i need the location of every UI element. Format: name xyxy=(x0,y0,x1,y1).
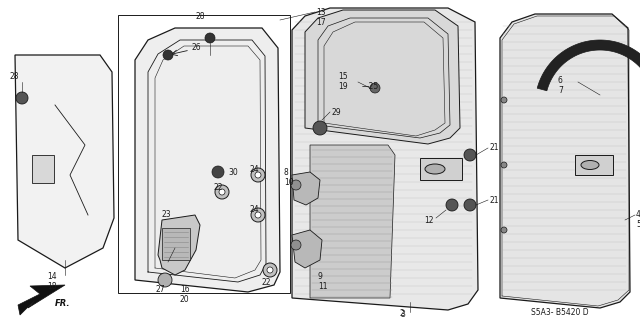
Circle shape xyxy=(215,185,229,199)
Circle shape xyxy=(255,172,261,178)
Circle shape xyxy=(464,199,476,211)
Text: 22: 22 xyxy=(262,278,271,287)
Circle shape xyxy=(464,149,476,161)
Circle shape xyxy=(212,166,224,178)
Circle shape xyxy=(205,33,215,43)
Bar xyxy=(575,155,613,175)
Text: 23: 23 xyxy=(162,210,172,219)
Text: 2: 2 xyxy=(400,309,404,318)
Polygon shape xyxy=(305,10,460,144)
Text: 10: 10 xyxy=(284,178,294,187)
Circle shape xyxy=(251,208,265,222)
Text: 26: 26 xyxy=(192,43,202,52)
Circle shape xyxy=(313,121,327,135)
Text: 7: 7 xyxy=(558,86,563,95)
Text: 28: 28 xyxy=(195,12,205,21)
Text: FR.: FR. xyxy=(55,299,70,308)
Text: 17: 17 xyxy=(316,18,326,27)
Circle shape xyxy=(267,267,273,273)
Bar xyxy=(32,155,54,183)
Text: 21: 21 xyxy=(490,196,499,205)
Text: —25: —25 xyxy=(362,82,380,91)
Bar xyxy=(420,158,462,180)
Text: 13: 13 xyxy=(316,8,326,17)
Circle shape xyxy=(446,199,458,211)
Polygon shape xyxy=(500,14,630,308)
Circle shape xyxy=(163,50,173,60)
Circle shape xyxy=(251,168,265,182)
Text: 24: 24 xyxy=(250,165,260,174)
Text: 19: 19 xyxy=(338,82,348,91)
Polygon shape xyxy=(158,215,200,275)
Text: 4: 4 xyxy=(636,210,640,219)
Circle shape xyxy=(291,240,301,250)
Text: 30: 30 xyxy=(228,168,237,177)
Text: 11: 11 xyxy=(318,282,328,291)
Ellipse shape xyxy=(581,160,599,169)
Polygon shape xyxy=(135,28,280,292)
Text: 16: 16 xyxy=(180,285,189,294)
Text: 27: 27 xyxy=(155,285,164,294)
Text: 29: 29 xyxy=(332,108,342,117)
Circle shape xyxy=(263,263,277,277)
Text: 20: 20 xyxy=(180,295,189,304)
Circle shape xyxy=(255,212,261,218)
Bar xyxy=(118,15,290,293)
Circle shape xyxy=(501,97,507,103)
Polygon shape xyxy=(292,230,322,268)
Polygon shape xyxy=(310,145,395,298)
Text: 8: 8 xyxy=(284,168,289,177)
Polygon shape xyxy=(292,8,478,310)
Text: 14: 14 xyxy=(47,272,57,281)
Circle shape xyxy=(370,83,380,93)
Polygon shape xyxy=(537,40,640,91)
Text: S5A3- B5420 D: S5A3- B5420 D xyxy=(531,308,589,317)
Circle shape xyxy=(16,92,28,104)
Polygon shape xyxy=(292,172,320,205)
Circle shape xyxy=(158,273,172,287)
Text: 18: 18 xyxy=(47,282,57,291)
Bar xyxy=(162,228,190,260)
Text: 24: 24 xyxy=(250,205,260,214)
Ellipse shape xyxy=(425,164,445,174)
Polygon shape xyxy=(15,55,114,268)
Text: 9: 9 xyxy=(318,272,323,281)
Circle shape xyxy=(291,180,301,190)
Circle shape xyxy=(219,189,225,195)
Text: 12: 12 xyxy=(424,216,433,225)
Circle shape xyxy=(501,162,507,168)
Text: 5: 5 xyxy=(636,220,640,229)
Text: 28: 28 xyxy=(10,72,19,81)
Polygon shape xyxy=(18,285,65,315)
Text: 3: 3 xyxy=(400,310,405,319)
Text: 6: 6 xyxy=(558,76,563,85)
Text: 21: 21 xyxy=(490,143,499,152)
Text: 22: 22 xyxy=(214,183,223,192)
Text: 15: 15 xyxy=(338,72,348,81)
Circle shape xyxy=(501,227,507,233)
